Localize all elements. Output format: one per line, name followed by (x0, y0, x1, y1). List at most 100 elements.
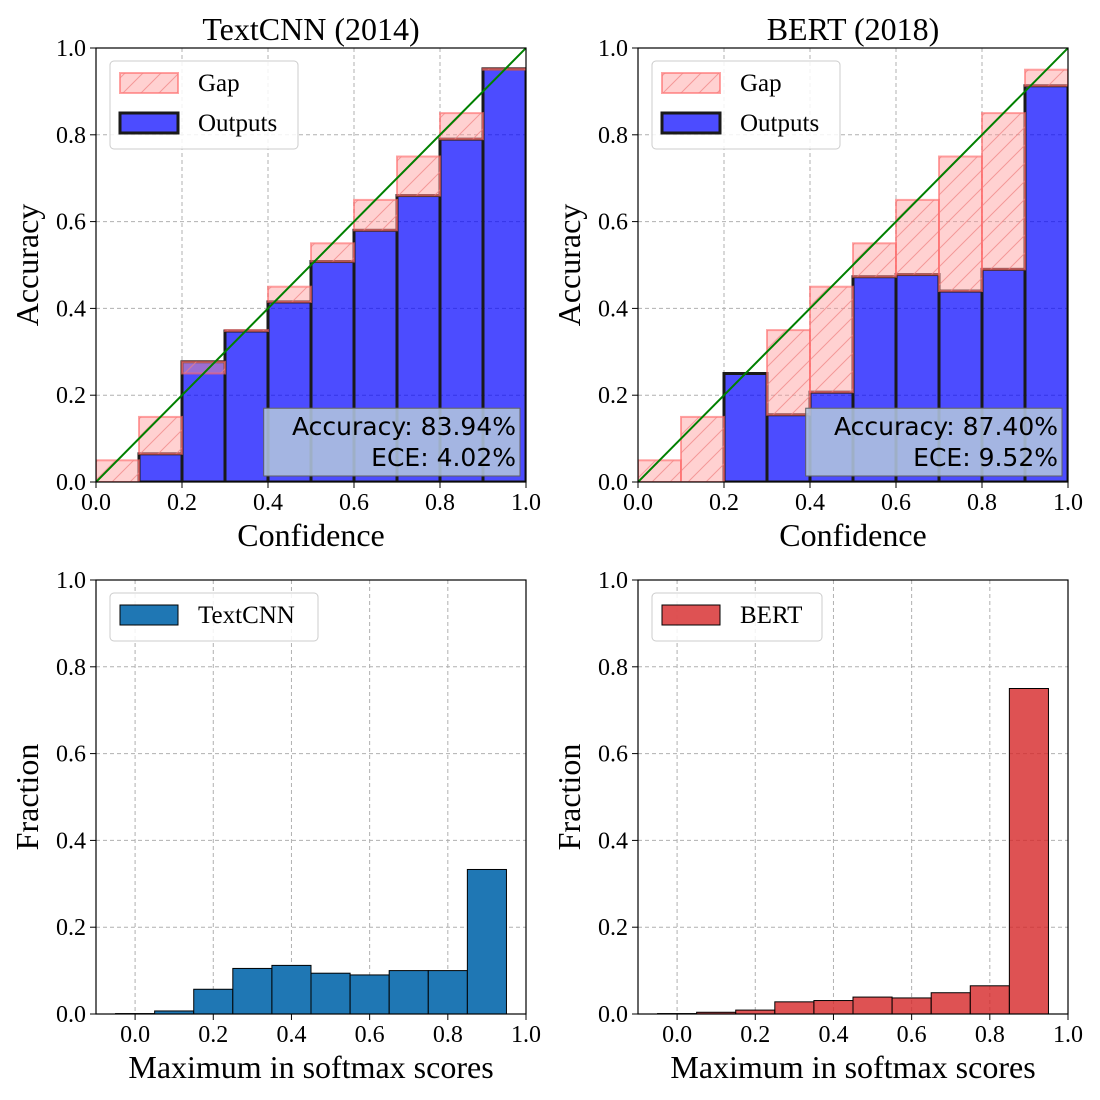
legend-label: BERT (740, 602, 802, 629)
gap-bar-hatch (268, 286, 311, 302)
x-tick-label: 0.6 (355, 1022, 385, 1048)
legend-swatch-outputs (660, 111, 722, 135)
histogram-bar (427, 970, 468, 1014)
plot-area (657, 688, 1049, 1014)
axes-frame (95, 47, 527, 483)
gap-bar-hatch (96, 460, 139, 482)
histogram-bar (930, 992, 971, 1014)
y-tick-label: 1.0 (598, 36, 628, 62)
histogram-bar (774, 1001, 815, 1014)
histogram-bar (388, 970, 429, 1014)
y-tick-label: 0.2 (598, 383, 628, 409)
x-tick-label: 0.4 (253, 490, 283, 516)
gap-bar-hatch (182, 361, 225, 374)
x-tick-label: 0.8 (975, 1022, 1005, 1048)
y-tick-label: 0.8 (56, 655, 86, 681)
histogram-bar (193, 988, 234, 1014)
x-tick-label: 0.4 (795, 490, 825, 516)
y-tick-label: 0.6 (56, 742, 86, 768)
x-tick-label: 1.0 (511, 1022, 541, 1048)
gap-bar-hatch (440, 113, 483, 140)
grid (638, 579, 1069, 1015)
axes-frame (637, 47, 1069, 483)
x-tick-label: 0.6 (881, 490, 911, 516)
x-tick-label: 0.0 (623, 490, 653, 516)
histogram-bar (349, 974, 390, 1014)
gap-bar-hatch (311, 243, 354, 262)
panel-4: 0.0 0.2 0.4 0.6 0.8 1.0 0.0 0.2 0.4 0.6 0.8 1.0 Maxi… (551, 568, 1083, 1085)
outputs-bar (137, 452, 184, 482)
y-tick-label: 0.2 (56, 915, 86, 941)
plot-area (96, 48, 526, 482)
legend: Gap Outputs (109, 60, 299, 150)
gap-bar-hatch (810, 286, 853, 393)
x-axis-label: Maximum in softmax scores (670, 1049, 1035, 1085)
y-tick-label: 0.6 (598, 742, 628, 768)
y-axis-label: Fraction (551, 744, 587, 851)
histogram-bar (1008, 688, 1049, 1014)
x-tick-label: 0.2 (167, 490, 197, 516)
x-tick-label: 0.4 (276, 1022, 306, 1048)
outputs-bar (180, 360, 227, 482)
gap-bar-hatch (139, 416, 182, 454)
x-tick-label: 0.6 (339, 490, 369, 516)
perfect-calibration-line (96, 48, 526, 482)
y-tick-label: 0.4 (56, 828, 86, 854)
legend-swatch-hatch (662, 73, 720, 93)
y-tick-label: 0.8 (598, 655, 628, 681)
x-tick-label: 1.0 (511, 490, 541, 516)
legend-swatch-hatch (120, 73, 178, 93)
y-tick-label: 0.6 (56, 210, 86, 236)
perfect-calibration-line (638, 48, 1068, 482)
y-axis-label: Fraction (9, 744, 45, 851)
histogram-bar (852, 996, 893, 1014)
x-tick-label: 0.2 (709, 490, 739, 516)
y-tick-label: 0.2 (56, 383, 86, 409)
x-tick-label: 0.6 (897, 1022, 927, 1048)
gap-bar-hatch (638, 460, 681, 482)
legend-label: TextCNN (198, 602, 295, 629)
histogram-bar (813, 1000, 854, 1014)
gap-bar-hatch (939, 156, 982, 292)
histogram-bar (891, 997, 932, 1014)
y-tick-label: 0.0 (598, 470, 628, 496)
legend: BERT (651, 592, 823, 642)
y-axis-label: Accuracy (551, 204, 587, 327)
panel-2: Accuracy: 87.40%ECE: 9.52% 0.0 0.2 0.4 0.6 0.… (551, 11, 1083, 553)
stats-box (805, 407, 1063, 477)
x-tick-label: 0.0 (120, 1022, 150, 1048)
accuracy-annotation: Accuracy: 83.94% (292, 412, 516, 441)
legend-label: Gap (740, 70, 782, 97)
gap-bar-hatch (1025, 69, 1068, 86)
x-tick-label: 0.8 (425, 490, 455, 516)
chart-title: TextCNN (2014) (202, 11, 419, 47)
axes-frame (95, 579, 527, 1015)
panel-3: 0.0 0.2 0.4 0.6 0.8 1.0 0.0 0.2 0.4 0.6 0.8 1.0 Maxi… (9, 568, 541, 1085)
y-tick-label: 0.8 (56, 123, 86, 149)
y-tick-label: 0.6 (598, 210, 628, 236)
histogram-bar (969, 985, 1010, 1014)
legend-swatch (661, 604, 721, 626)
y-tick-label: 1.0 (56, 568, 86, 594)
legend-label: Outputs (740, 110, 819, 137)
legend-swatch-outputs (118, 111, 180, 135)
plot-area (638, 48, 1068, 482)
y-tick-label: 0.8 (598, 123, 628, 149)
gap-bar-hatch (982, 113, 1025, 270)
gap-bar-hatch (397, 156, 440, 196)
x-axis-label: Confidence (237, 517, 385, 553)
gap-bar-hatch (853, 243, 896, 277)
legend: TextCNN (109, 592, 319, 642)
accuracy-annotation: Accuracy: 87.40% (834, 412, 1058, 441)
grid (96, 579, 527, 1015)
x-tick-label: 0.0 (662, 1022, 692, 1048)
gap-bar-hatch (681, 416, 724, 482)
x-tick-label: 0.8 (967, 490, 997, 516)
y-tick-label: 0.2 (598, 915, 628, 941)
x-tick-label: 0.4 (818, 1022, 848, 1048)
panel-1: Accuracy: 83.94%ECE: 4.02% 0.0 0.2 0.4 0.6 0.… (9, 11, 541, 553)
x-tick-label: 0.8 (433, 1022, 463, 1048)
y-tick-label: 0.4 (598, 828, 628, 854)
legend-swatch (119, 604, 179, 626)
